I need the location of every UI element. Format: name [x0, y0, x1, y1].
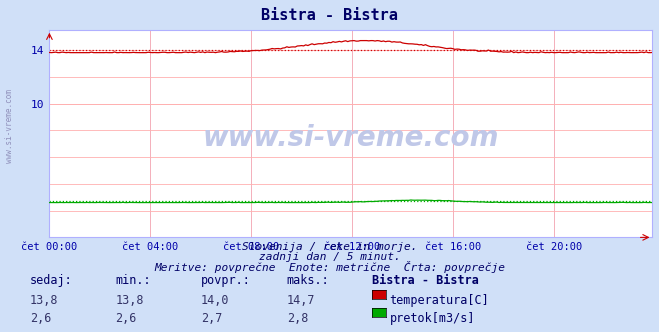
Text: pretok[m3/s]: pretok[m3/s] [389, 312, 475, 325]
Text: 2,7: 2,7 [201, 312, 222, 325]
Text: sedaj:: sedaj: [30, 274, 72, 287]
Text: min.:: min.: [115, 274, 151, 287]
Text: www.si-vreme.com: www.si-vreme.com [5, 89, 14, 163]
Text: Meritve: povprečne  Enote: metrične  Črta: povprečje: Meritve: povprečne Enote: metrične Črta:… [154, 261, 505, 273]
Text: maks.:: maks.: [287, 274, 330, 287]
Text: 13,8: 13,8 [30, 294, 58, 307]
Text: Bistra - Bistra: Bistra - Bistra [261, 8, 398, 23]
Text: www.si-vreme.com: www.si-vreme.com [203, 124, 499, 152]
Text: Bistra - Bistra: Bistra - Bistra [372, 274, 479, 287]
Text: 13,8: 13,8 [115, 294, 144, 307]
Text: povpr.:: povpr.: [201, 274, 251, 287]
Text: 2,6: 2,6 [115, 312, 136, 325]
Text: 2,8: 2,8 [287, 312, 308, 325]
Text: Slovenija / reke in morje.: Slovenija / reke in morje. [242, 242, 417, 252]
Text: 14,0: 14,0 [201, 294, 229, 307]
Text: zadnji dan / 5 minut.: zadnji dan / 5 minut. [258, 252, 401, 262]
Text: temperatura[C]: temperatura[C] [389, 294, 489, 307]
Text: 14,7: 14,7 [287, 294, 315, 307]
Text: 2,6: 2,6 [30, 312, 51, 325]
